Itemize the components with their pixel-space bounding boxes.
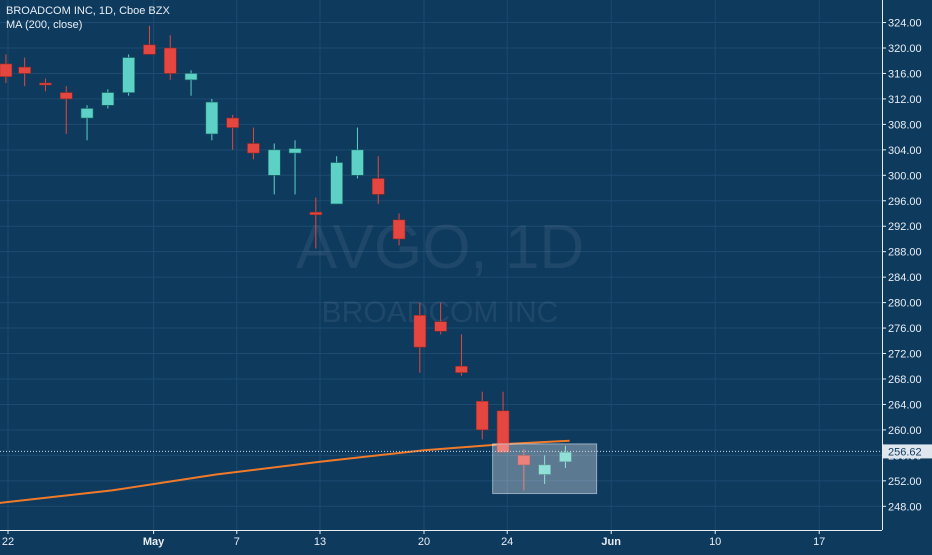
candle-down[interactable] [163, 47, 177, 74]
candle-down[interactable] [413, 315, 427, 348]
candle-up[interactable] [351, 149, 364, 176]
time-tick-label: 24 [501, 536, 513, 548]
time-tick-label: 17 [813, 536, 825, 548]
candle-down[interactable] [475, 400, 489, 431]
candle-down[interactable] [371, 178, 385, 195]
candle-up[interactable] [538, 464, 551, 475]
candle-up[interactable] [101, 92, 115, 106]
chart-legend: BROADCOM INC, 1D, Cboe BZX MA (200, clos… [6, 4, 170, 32]
price-tick-label: 288.00 [888, 247, 922, 259]
price-tick-label: 280.00 [888, 298, 922, 310]
selection-rectangle[interactable] [492, 443, 598, 495]
symbol-title: BROADCOM INC, 1D, Cboe BZX [6, 5, 170, 17]
candle-down[interactable] [39, 82, 52, 86]
candle-up[interactable] [330, 162, 343, 205]
time-tick-label: May [143, 536, 165, 548]
price-tick-label: 268.00 [888, 374, 922, 386]
price-tick-label: 320.00 [888, 43, 922, 55]
candle-down[interactable] [434, 321, 447, 332]
price-tick-label: 276.00 [888, 323, 922, 335]
last-price-label: 256.62 [888, 446, 922, 458]
price-tick-label: 284.00 [888, 272, 922, 284]
candle-up[interactable] [288, 148, 302, 154]
candle-down[interactable] [0, 63, 13, 77]
price-tick-label: 260.00 [888, 425, 922, 437]
candle-down[interactable] [59, 92, 73, 100]
candle-down[interactable] [455, 365, 468, 373]
price-tick-label: 264.00 [888, 399, 922, 411]
price-tick-label: 248.00 [888, 501, 922, 513]
time-tick-label: 10 [709, 536, 721, 548]
price-tick-label: 316.00 [888, 68, 922, 80]
candle-down[interactable] [496, 410, 510, 453]
price-tick-label: 300.00 [888, 170, 922, 182]
candle-up[interactable] [80, 108, 94, 119]
candle-down[interactable] [392, 219, 406, 240]
time-tick-label: 7 [234, 536, 240, 548]
price-tick-label: 308.00 [888, 119, 922, 131]
candle-down[interactable] [18, 66, 31, 74]
price-tick-label: 312.00 [888, 94, 922, 106]
time-tick-label: 20 [418, 536, 430, 548]
candle-up[interactable] [184, 73, 198, 81]
time-tick-label: 13 [314, 536, 326, 548]
last-price-badge [883, 444, 932, 459]
price-tick-label: 272.00 [888, 349, 922, 361]
time-tick-label: 22 [2, 536, 14, 548]
price-tick-label: 304.00 [888, 145, 922, 157]
candle-up[interactable] [267, 149, 281, 176]
candle-up[interactable] [205, 101, 219, 135]
time-tick-label: Jun [601, 536, 621, 548]
candle-down[interactable] [143, 44, 156, 55]
indicator-title: MA (200, close) [6, 19, 83, 31]
candle-down[interactable] [517, 455, 531, 466]
watermark-ticker: AVGO, 1D [296, 213, 584, 282]
price-tick-label: 292.00 [888, 221, 922, 233]
candle-down[interactable] [226, 117, 239, 128]
price-tick-label: 324.00 [888, 18, 922, 30]
price-tick-label: 296.00 [888, 196, 922, 208]
candle-down[interactable] [247, 143, 260, 154]
candle-down[interactable] [309, 211, 323, 216]
price-tick-label: 252.00 [888, 476, 922, 488]
candle-up[interactable] [559, 451, 572, 463]
candle-up[interactable] [122, 57, 135, 93]
